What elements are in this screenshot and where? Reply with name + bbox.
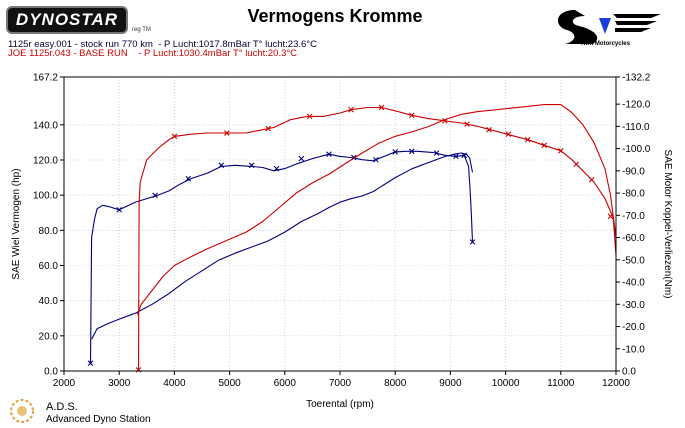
run2_torque-marker (464, 121, 470, 127)
run1_torque-line (89, 150, 474, 365)
twin-motorcycles-logo-text: Twin Motorcycles (580, 41, 630, 47)
run2_torque-marker (524, 136, 531, 143)
dynostar-reg-mark: reg TM (132, 27, 151, 33)
x-tick-label: 12000 (602, 378, 630, 389)
y-tick-label: 20.0 (39, 331, 59, 342)
y2-tick-label: -132.2 (622, 73, 651, 84)
run1_torque-marker (116, 206, 122, 213)
x-tick-label: 2000 (53, 378, 76, 389)
run1_torque-marker (152, 192, 158, 199)
run1_torque-marker (433, 150, 440, 156)
run2_torque-marker (486, 126, 492, 133)
run1_torque-marker (408, 148, 415, 155)
run2_torque-marker (505, 131, 512, 137)
x-tick-label: 8000 (384, 378, 407, 389)
y-axis-label: SAE Wiel Vermogen (hp) (11, 168, 22, 279)
y2-tick-label: -60.0 (622, 233, 645, 244)
y2-tick-label: -100.0 (622, 144, 651, 155)
y-tick-label: 0.0 (44, 367, 58, 378)
run2_torque-marker (541, 142, 548, 149)
run2_torque-marker (171, 133, 178, 140)
x-axis-label: Toerental (rpm) (306, 399, 374, 410)
run2_power-line (136, 104, 617, 315)
ads-logo (10, 399, 34, 423)
run2_torque-marker (408, 112, 415, 119)
dynostar-logo: DYNOSTAR (6, 6, 128, 34)
y2-tick-label: -110.0 (622, 122, 650, 133)
run1_torque-marker (218, 162, 225, 169)
run2_torque-marker (588, 176, 595, 183)
run2-legend-label: JOE 1125r.043 - BASE RUN - P Lucht:1030.… (8, 48, 298, 59)
y-tick-label: 140.0 (33, 120, 58, 131)
chart-series (87, 104, 617, 373)
x-tick-label: 9000 (439, 378, 462, 389)
y2-tick-label: -20.0 (622, 322, 645, 333)
x-tick-label: 10000 (492, 378, 520, 389)
run1_torque-marker (326, 151, 332, 157)
ads-company-name: A.D.S. (46, 401, 78, 413)
y2-tick-label: -90.0 (622, 166, 645, 177)
x-tick-label: 4000 (163, 378, 186, 389)
run1_torque-marker (373, 156, 379, 163)
y2-tick-label: -10.0 (622, 344, 645, 355)
run2_torque-marker (306, 113, 313, 120)
y2-tick-label: -50.0 (622, 255, 645, 266)
run1_power-line (91, 152, 474, 340)
y-tick-label: 120.0 (33, 155, 58, 166)
run2_torque-marker (573, 161, 580, 167)
run1_torque-marker (87, 360, 94, 367)
y-tick-label: 80.0 (39, 226, 59, 237)
page-title: Vermogens Kromme (247, 6, 423, 26)
run1_torque-marker (453, 153, 459, 160)
run2_torque-marker (378, 104, 385, 111)
x-tick-label: 6000 (274, 378, 297, 389)
run2_torque-marker (224, 130, 230, 136)
run1_torque-marker (185, 175, 191, 182)
x-tick-label: 3000 (108, 378, 131, 389)
y-tick-label: 40.0 (39, 296, 59, 307)
ads-company-full-name: Advanced Dyno Station (46, 414, 151, 425)
y2-tick-label: -120.0 (622, 100, 651, 111)
x-tick-label: 11000 (547, 378, 575, 389)
twin-motorcycles-logo (557, 10, 661, 44)
y2-tick-label: 0.0 (622, 367, 636, 378)
run1_torque-marker (469, 239, 476, 245)
y-tick-label: 167.2 (33, 73, 58, 84)
dynostar-logo-text: DYNOSTAR (15, 10, 119, 29)
run1-legend-label: 1125r easy.001 - stock run 770 km - P Lu… (8, 39, 317, 50)
run2_torque-marker (442, 118, 448, 124)
run1_torque-marker (392, 149, 398, 155)
run1_torque-marker (273, 165, 280, 172)
y-tick-label: 100.0 (33, 191, 58, 202)
run1_torque-marker (298, 155, 305, 162)
run2_torque-line (137, 106, 617, 372)
run2_torque-marker (265, 125, 272, 132)
chart-axes: 2000 3000 4000 5000 6000 7000 8000 9000 10000 110… (33, 73, 651, 390)
y2-tick-label: -40.0 (622, 278, 645, 289)
y2-axis-label: SAE Motor Koppel-Verliezen(Nm) (662, 150, 673, 299)
run2_torque-marker (607, 213, 614, 220)
x-tick-label: 7000 (329, 378, 352, 389)
x-tick-label: 5000 (218, 378, 241, 389)
y2-tick-label: -30.0 (622, 300, 645, 311)
run1_torque-marker (248, 162, 255, 169)
y2-tick-label: -80.0 (622, 189, 645, 200)
y-tick-label: 60.0 (39, 261, 59, 272)
run2_torque-marker (558, 148, 564, 154)
run1_torque-marker (461, 152, 467, 159)
grid-lines (64, 77, 616, 371)
run2_torque-marker (348, 106, 354, 113)
y2-tick-label: -70.0 (622, 211, 645, 222)
